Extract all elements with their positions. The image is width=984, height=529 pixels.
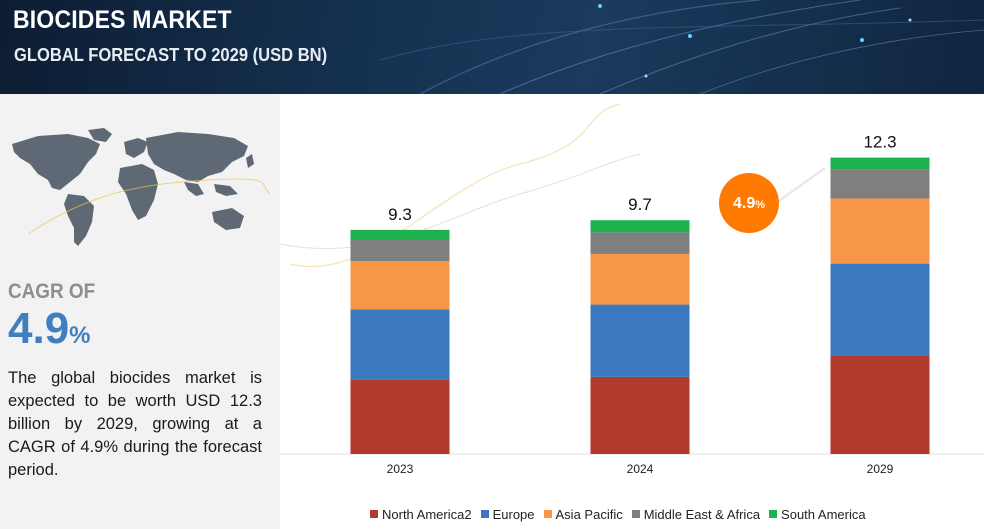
cagr-label: CAGR OF — [8, 280, 96, 303]
legend-item: North America2 — [370, 507, 472, 522]
cagr-bubble-text: 4.9% — [733, 195, 765, 212]
bar-segment-2029-middle-east-africa — [830, 169, 930, 199]
bar-segment-2023-asia-pacific — [350, 261, 450, 310]
cagr-value: 4.9% — [8, 304, 91, 354]
legend-swatch — [631, 510, 640, 518]
legend-swatch — [370, 510, 378, 518]
legend-item: Middle East & Africa — [631, 506, 761, 522]
legend-label: South America — [781, 506, 866, 522]
legend-item: Asia Pacific — [543, 506, 623, 522]
header-decoration — [379, 0, 984, 94]
bar-segment-2024-asia-pacific — [590, 253, 690, 305]
cagr-number: 4.9 — [8, 304, 70, 353]
bar-total-label: 9.7 — [628, 195, 652, 214]
x-tick-label: 2024 — [627, 462, 654, 476]
chart-legend: North America2 Europe Asia Pacific Middle E… — [370, 505, 875, 523]
legend-label: Europe — [492, 506, 535, 522]
legend-swatch — [769, 510, 778, 518]
legend-item: South America — [769, 507, 866, 522]
page-title: BIOCIDES MARKET — [13, 6, 232, 34]
bar-segment-2023-north-america2 — [350, 379, 450, 454]
bar-segment-2029-south-america — [830, 157, 930, 170]
cagr-arrow — [771, 167, 826, 207]
bar-segment-2024-middle-east-africa — [590, 232, 690, 254]
x-tick-label: 2023 — [387, 462, 414, 476]
bar-segment-2023-europe — [350, 309, 450, 380]
legend-label: Middle East & Africa — [643, 506, 761, 522]
x-tick-label: 2029 — [867, 462, 894, 476]
market-description: The global biocides market is expected t… — [8, 369, 262, 479]
bar-segment-2024-europe — [590, 304, 690, 377]
legend-swatch — [543, 510, 552, 518]
summary-panel: CAGR OF 4.9% The global biocides market … — [0, 94, 280, 529]
bar-segment-2024-south-america — [590, 220, 690, 233]
legend-label: Asia Pacific — [555, 506, 623, 522]
header-banner: BIOCIDES MARKET GLOBAL FORECAST TO 2029 … — [0, 0, 984, 94]
stacked-bar-chart: 9.3 9.7 12.3 2023 2024 2029 4.9% — [280, 103, 984, 476]
bar-total-label: 12.3 — [863, 133, 896, 152]
bar-segment-2023-south-america — [350, 229, 450, 240]
bar-segment-2024-north-america2 — [590, 376, 690, 454]
legend-item: Europe — [480, 506, 535, 522]
legend-label: North America2 — [382, 506, 472, 522]
cagr-unit: % — [69, 322, 91, 349]
bar-segment-2023-middle-east-africa — [350, 239, 450, 262]
page-subtitle: GLOBAL FORECAST TO 2029 (USD BN) — [14, 45, 328, 65]
cagr-bubble — [719, 173, 779, 233]
chart-decoration — [280, 103, 641, 268]
cagr-annotation: 4.9% — [719, 167, 826, 233]
bar-total-label: 9.3 — [388, 205, 412, 224]
legend-swatch — [480, 510, 489, 518]
world-map-image — [12, 128, 270, 246]
bar-segment-2029-north-america2 — [830, 355, 930, 454]
bar-segment-2029-asia-pacific — [830, 198, 930, 264]
bar-segment-2029-europe — [830, 263, 930, 356]
